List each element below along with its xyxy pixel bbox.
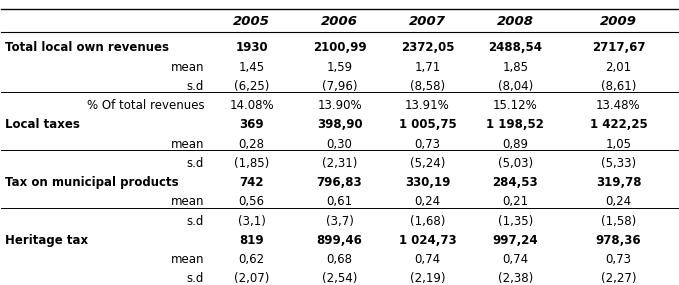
Text: 2009: 2009 [600, 15, 637, 28]
Text: 796,83: 796,83 [316, 176, 363, 189]
Text: 819: 819 [239, 234, 264, 247]
Text: (1,58): (1,58) [601, 215, 636, 228]
Text: 1,59: 1,59 [327, 61, 352, 74]
Text: Heritage tax: Heritage tax [5, 234, 88, 247]
Text: 14.08%: 14.08% [230, 99, 274, 112]
Text: 0,24: 0,24 [606, 196, 631, 208]
Text: 284,53: 284,53 [492, 176, 538, 189]
Text: (6,25): (6,25) [234, 80, 270, 93]
Text: (3,1): (3,1) [238, 215, 265, 228]
Text: 0,74: 0,74 [502, 253, 528, 266]
Text: (5,24): (5,24) [409, 157, 445, 170]
Text: mean: mean [170, 253, 204, 266]
Text: 15.12%: 15.12% [493, 99, 538, 112]
Text: 978,36: 978,36 [595, 234, 641, 247]
Text: (3,7): (3,7) [325, 215, 354, 228]
Text: 0,24: 0,24 [414, 196, 441, 208]
Text: 13.48%: 13.48% [596, 99, 641, 112]
Text: 0,21: 0,21 [502, 196, 528, 208]
Text: 1,71: 1,71 [414, 61, 441, 74]
Text: s.d: s.d [187, 272, 204, 285]
Text: mean: mean [170, 196, 204, 208]
Text: (8,04): (8,04) [498, 80, 533, 93]
Text: 0,73: 0,73 [414, 138, 441, 151]
Text: (2,54): (2,54) [322, 272, 357, 285]
Text: 330,19: 330,19 [405, 176, 450, 189]
Text: 2005: 2005 [233, 15, 270, 28]
Text: 0,28: 0,28 [238, 138, 265, 151]
Text: (2,07): (2,07) [234, 272, 270, 285]
Text: 0,68: 0,68 [327, 253, 352, 266]
Text: s.d: s.d [187, 157, 204, 170]
Text: 13.91%: 13.91% [405, 99, 449, 112]
Text: 0,89: 0,89 [502, 138, 528, 151]
Text: (5,33): (5,33) [601, 157, 636, 170]
Text: 0,61: 0,61 [327, 196, 352, 208]
Text: 0,30: 0,30 [327, 138, 352, 151]
Text: (7,96): (7,96) [322, 80, 357, 93]
Text: mean: mean [170, 61, 204, 74]
Text: 1,45: 1,45 [238, 61, 265, 74]
Text: (5,03): (5,03) [498, 157, 533, 170]
Text: (2,27): (2,27) [601, 272, 636, 285]
Text: 1 422,25: 1 422,25 [589, 119, 647, 131]
Text: (8,58): (8,58) [410, 80, 445, 93]
Text: (1,68): (1,68) [409, 215, 445, 228]
Text: 2488,54: 2488,54 [488, 41, 543, 54]
Text: 1 005,75: 1 005,75 [399, 119, 456, 131]
Text: 997,24: 997,24 [492, 234, 538, 247]
Text: 742: 742 [239, 176, 264, 189]
Text: s.d: s.d [187, 80, 204, 93]
Text: (2,38): (2,38) [498, 272, 533, 285]
Text: % Of total revenues: % Of total revenues [87, 99, 204, 112]
Text: 398,90: 398,90 [316, 119, 363, 131]
Text: (2,31): (2,31) [322, 157, 357, 170]
Text: Local taxes: Local taxes [5, 119, 79, 131]
Text: mean: mean [170, 138, 204, 151]
Text: 1,85: 1,85 [502, 61, 528, 74]
Text: 2006: 2006 [321, 15, 358, 28]
Text: 0,73: 0,73 [606, 253, 631, 266]
Text: 2008: 2008 [497, 15, 534, 28]
Text: Total local own revenues: Total local own revenues [5, 41, 169, 54]
Text: 1 024,73: 1 024,73 [399, 234, 456, 247]
Text: 319,78: 319,78 [595, 176, 641, 189]
Text: 2007: 2007 [409, 15, 446, 28]
Text: 0,62: 0,62 [238, 253, 265, 266]
Text: 2100,99: 2100,99 [313, 41, 366, 54]
Text: 369: 369 [239, 119, 264, 131]
Text: 0,74: 0,74 [414, 253, 441, 266]
Text: 0,56: 0,56 [238, 196, 265, 208]
Text: s.d: s.d [187, 215, 204, 228]
Text: 2,01: 2,01 [606, 61, 631, 74]
Text: 2372,05: 2372,05 [401, 41, 454, 54]
Text: (2,19): (2,19) [409, 272, 445, 285]
Text: (1,85): (1,85) [234, 157, 269, 170]
Text: 13.90%: 13.90% [317, 99, 362, 112]
Text: (1,35): (1,35) [498, 215, 533, 228]
Text: 899,46: 899,46 [316, 234, 363, 247]
Text: 1 198,52: 1 198,52 [486, 119, 545, 131]
Text: 1,05: 1,05 [606, 138, 631, 151]
Text: (8,61): (8,61) [601, 80, 636, 93]
Text: Tax on municipal products: Tax on municipal products [5, 176, 179, 189]
Text: 1930: 1930 [236, 41, 268, 54]
Text: 2717,67: 2717,67 [591, 41, 645, 54]
